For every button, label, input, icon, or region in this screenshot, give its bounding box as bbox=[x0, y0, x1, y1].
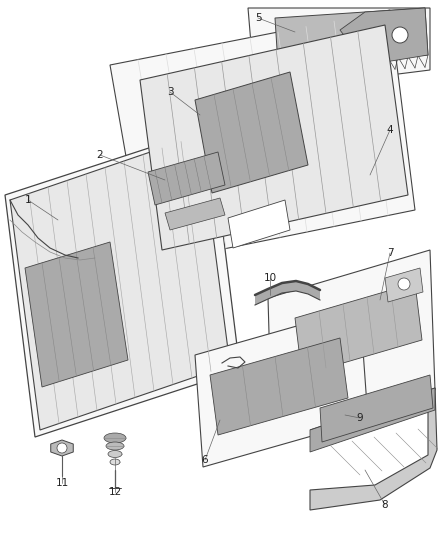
Text: 9: 9 bbox=[357, 413, 363, 423]
Ellipse shape bbox=[104, 433, 126, 443]
Text: 12: 12 bbox=[108, 487, 122, 497]
Polygon shape bbox=[165, 198, 225, 230]
Polygon shape bbox=[195, 72, 308, 193]
Polygon shape bbox=[195, 308, 368, 467]
Polygon shape bbox=[310, 388, 435, 452]
Polygon shape bbox=[255, 281, 320, 305]
Polygon shape bbox=[228, 200, 290, 248]
Text: 1: 1 bbox=[25, 195, 31, 205]
Polygon shape bbox=[248, 8, 430, 92]
Polygon shape bbox=[320, 375, 433, 442]
Text: 10: 10 bbox=[263, 273, 276, 283]
Ellipse shape bbox=[110, 459, 120, 465]
Ellipse shape bbox=[106, 442, 124, 450]
Polygon shape bbox=[385, 268, 423, 302]
Text: 11: 11 bbox=[55, 478, 69, 488]
Polygon shape bbox=[340, 8, 428, 62]
Polygon shape bbox=[210, 338, 348, 435]
Circle shape bbox=[398, 278, 410, 290]
Polygon shape bbox=[310, 388, 437, 510]
Polygon shape bbox=[51, 440, 73, 456]
Polygon shape bbox=[5, 128, 240, 437]
Text: 6: 6 bbox=[201, 455, 208, 465]
Text: 3: 3 bbox=[167, 87, 173, 97]
Circle shape bbox=[392, 27, 408, 43]
Polygon shape bbox=[25, 242, 128, 387]
Text: 4: 4 bbox=[387, 125, 393, 135]
Polygon shape bbox=[295, 283, 422, 375]
Polygon shape bbox=[140, 25, 408, 250]
Polygon shape bbox=[148, 152, 225, 205]
Circle shape bbox=[57, 443, 67, 453]
Text: 5: 5 bbox=[254, 13, 261, 23]
Polygon shape bbox=[110, 10, 415, 265]
Ellipse shape bbox=[108, 450, 122, 457]
Text: 8: 8 bbox=[381, 500, 389, 510]
Text: 7: 7 bbox=[387, 248, 393, 258]
Polygon shape bbox=[275, 8, 428, 65]
Polygon shape bbox=[268, 250, 435, 438]
Polygon shape bbox=[10, 135, 230, 430]
Text: 2: 2 bbox=[97, 150, 103, 160]
